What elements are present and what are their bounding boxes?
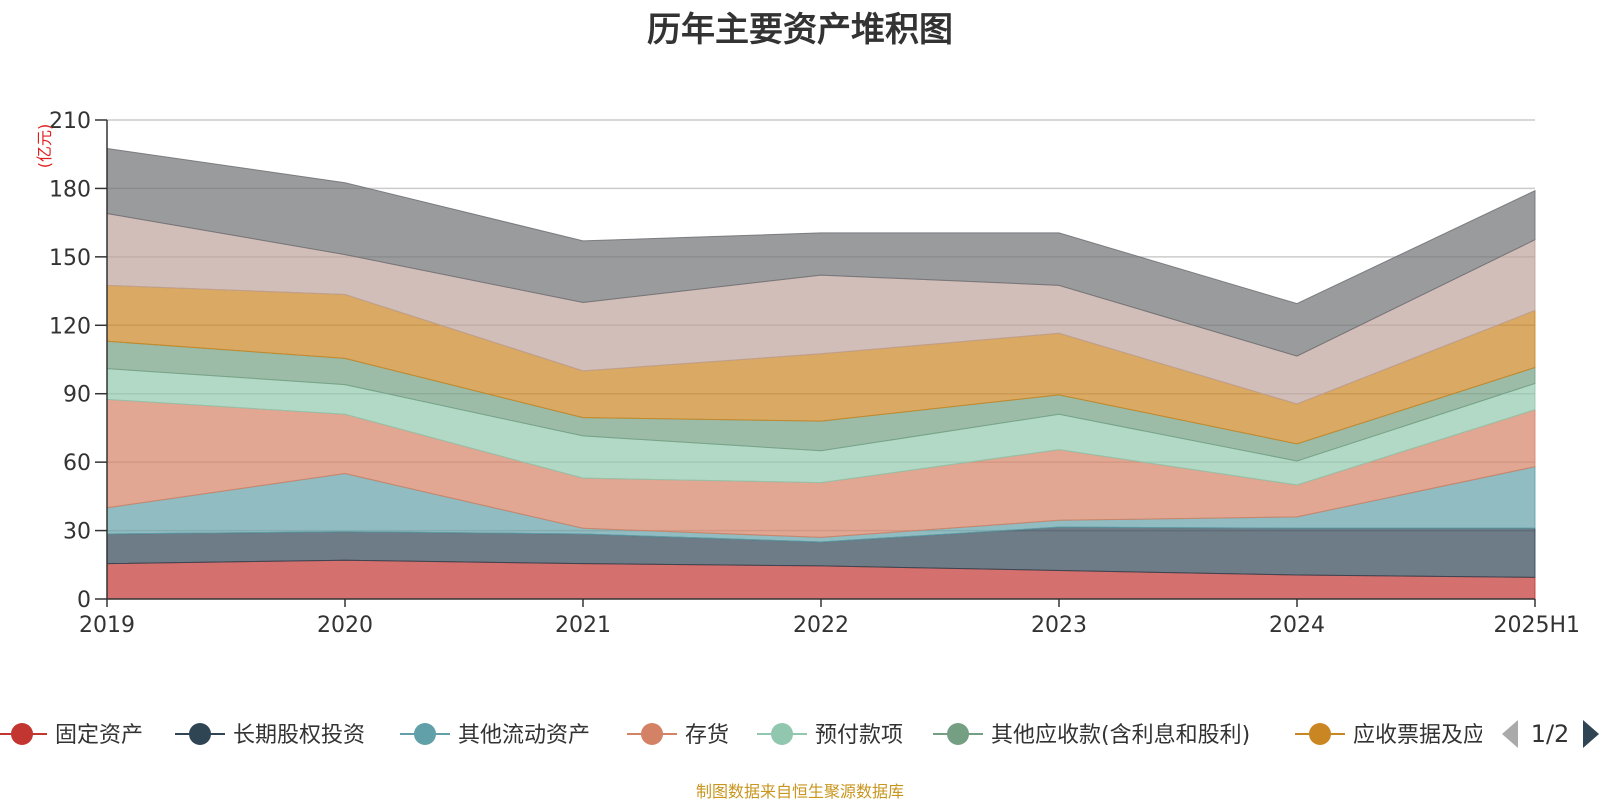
legend-label: 长期股权投资: [233, 723, 365, 748]
legend-item[interactable]: 应收票据及应: [1295, 723, 1485, 748]
legend-label: 固定资产: [55, 723, 143, 748]
legend-item[interactable]: 其他流动资产: [400, 723, 590, 748]
legend-marker-icon: [1309, 723, 1331, 745]
legend-item[interactable]: 存货: [627, 723, 729, 748]
area-series: [106, 147, 1536, 600]
y-tick-label: 180: [49, 177, 91, 202]
area-series-band[interactable]: [106, 147, 1536, 357]
y-tick-label: 30: [63, 520, 91, 545]
y-tick-label: 210: [49, 109, 91, 134]
legend-pager: 1/2: [1502, 720, 1599, 748]
legend-page-indicator: 1/2: [1531, 720, 1570, 748]
legend-item[interactable]: 其他应收款(含利息和股利): [933, 723, 1250, 748]
legend-label: 存货: [685, 723, 729, 748]
y-axis-unit-label: (亿元): [35, 124, 54, 169]
legend-marker-icon: [771, 723, 793, 745]
x-tick-label: 2023: [1031, 613, 1087, 638]
x-tick-label: 2020: [317, 613, 373, 638]
x-tick-label: 2024: [1269, 613, 1325, 638]
legend-item[interactable]: 固定资产: [0, 723, 143, 748]
y-tick-label: 60: [63, 451, 91, 476]
x-tick-label: 2025H1: [1493, 613, 1580, 638]
x-tick-label: 2022: [793, 613, 849, 638]
legend-marker-icon: [641, 723, 663, 745]
legend-label: 其他应收款(含利息和股利): [991, 723, 1250, 748]
source-note: 制图数据来自恒生聚源数据库: [695, 782, 904, 801]
legend-next-icon[interactable]: [1583, 720, 1599, 748]
y-tick-label: 120: [49, 314, 91, 339]
legend-marker-icon: [189, 723, 211, 745]
legend-label: 预付款项: [815, 723, 903, 748]
legend-marker-icon: [11, 723, 33, 745]
x-tick-label: 2019: [79, 613, 135, 638]
legend-item[interactable]: 长期股权投资: [175, 723, 365, 748]
legend-label: 应收票据及应: [1353, 723, 1485, 748]
x-tick-label: 2021: [555, 613, 611, 638]
legend-marker-icon: [414, 723, 436, 745]
y-tick-label: 0: [77, 588, 91, 613]
legend-label: 其他流动资产: [458, 723, 590, 748]
y-tick-label: 150: [49, 246, 91, 271]
legend-prev-icon[interactable]: [1502, 720, 1518, 748]
chart-title: 历年主要资产堆积图: [647, 10, 953, 50]
legend-marker-icon: [947, 723, 969, 745]
legend-item[interactable]: 预付款项: [757, 723, 903, 748]
axes: 0 30 60 90 120 150 180 210 2019 2020 2021 2022 2023 2…: [49, 109, 1580, 638]
y-tick-label: 90: [63, 383, 91, 408]
legend: 固定资产 长期股权投资 其他流动资产 存货 预付款项 其他应收款(含利息和股利) 应收票据及…: [0, 723, 1485, 748]
